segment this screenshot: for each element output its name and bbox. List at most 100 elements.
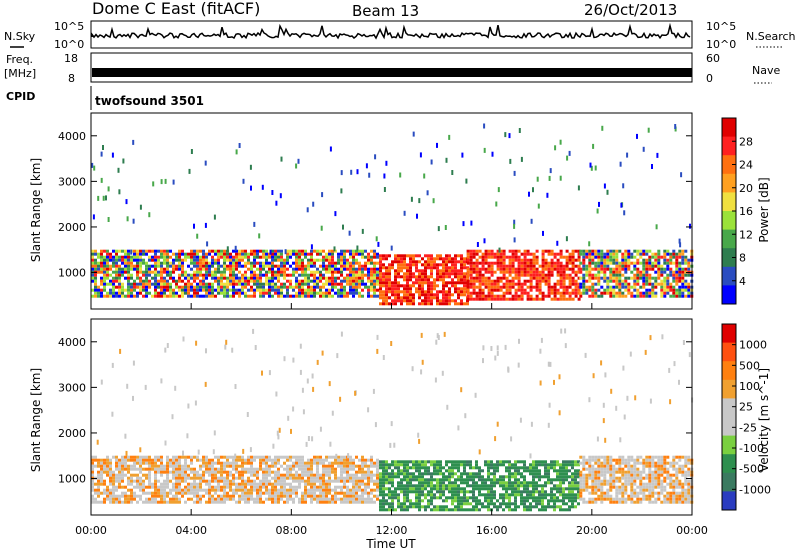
power-echo-cell bbox=[238, 258, 241, 262]
velocity-echo-cell bbox=[145, 473, 148, 477]
power-echo-cell bbox=[331, 288, 334, 292]
power-echo-cell bbox=[591, 276, 595, 280]
velocity-echo-cell bbox=[556, 478, 559, 482]
velocity-echo-cell bbox=[463, 469, 466, 473]
power-echo-cell bbox=[657, 273, 661, 277]
velocity-echo-cell bbox=[130, 494, 133, 498]
power-echo-cell bbox=[121, 255, 124, 259]
power-echo-cell bbox=[606, 276, 610, 280]
velocity-echo-cell bbox=[472, 487, 475, 491]
velocity-echo-cell bbox=[382, 466, 385, 470]
power-echo-cell bbox=[142, 294, 145, 298]
power-echo-cell bbox=[577, 258, 581, 262]
power-echo-cell bbox=[553, 255, 557, 259]
power-echo-cell bbox=[283, 273, 286, 277]
power-echo-cell bbox=[313, 249, 316, 253]
velocity-echo-cell bbox=[553, 487, 556, 491]
power-echo-cell bbox=[409, 299, 412, 303]
power-scatter-cell bbox=[559, 175, 562, 181]
velocity-echo-cell bbox=[103, 500, 106, 504]
velocity-echo-cell bbox=[310, 470, 313, 474]
velocity-echo-cell bbox=[97, 485, 100, 489]
velocity-echo-cell bbox=[388, 493, 391, 497]
power-echo-cell bbox=[672, 294, 676, 298]
power-echo-cell bbox=[250, 273, 253, 277]
power-echo-cell bbox=[151, 270, 154, 274]
power-echo-cell bbox=[579, 252, 583, 256]
velocity-echo-cell bbox=[594, 479, 598, 483]
velocity-echo-cell bbox=[505, 496, 508, 500]
power-echo-cell bbox=[469, 252, 473, 256]
power-scatter-cell bbox=[445, 157, 448, 163]
velocity-echo-cell bbox=[238, 494, 241, 498]
velocity-echo-cell bbox=[238, 473, 241, 477]
power-echo-cell bbox=[684, 282, 688, 286]
velocity-echo-cell bbox=[574, 478, 577, 482]
power-echo-cell bbox=[475, 249, 479, 253]
velocity-echo-cell bbox=[340, 488, 343, 492]
velocity-echo-cell bbox=[250, 488, 253, 492]
velocity-echo-cell bbox=[289, 482, 292, 486]
velocity-echo-cell bbox=[202, 455, 205, 459]
velocity-echo-cell bbox=[406, 481, 409, 485]
power-scatter-cell bbox=[249, 164, 252, 170]
power-echo-cell bbox=[577, 297, 581, 301]
velocity-echo-cell bbox=[367, 473, 370, 477]
velocity-echo-cell bbox=[163, 500, 166, 504]
power-echo-cell bbox=[292, 288, 295, 292]
power-echo-cell bbox=[672, 249, 676, 253]
power-echo-cell bbox=[574, 282, 578, 286]
power-echo-cell bbox=[355, 279, 358, 283]
power-echo-cell bbox=[430, 284, 433, 288]
power-echo-cell bbox=[187, 282, 190, 286]
power-echo-cell bbox=[154, 252, 157, 256]
velocity-echo-cell bbox=[565, 460, 568, 464]
power-echo-cell bbox=[427, 257, 430, 261]
power-echo-cell bbox=[565, 264, 569, 268]
power-echo-cell bbox=[666, 282, 670, 286]
power-echo-cell bbox=[136, 252, 139, 256]
power-echo-cell bbox=[397, 284, 400, 288]
power-echo-cell bbox=[445, 260, 448, 264]
power-echo-cell bbox=[529, 252, 533, 256]
power-echo-cell bbox=[672, 285, 676, 289]
power-echo-cell bbox=[388, 290, 391, 294]
velocity-echo-cell bbox=[529, 469, 532, 473]
velocity-echo-cell bbox=[541, 508, 544, 512]
velocity-echo-cell bbox=[295, 488, 298, 492]
power-echo-cell bbox=[394, 275, 397, 279]
power-echo-cell bbox=[340, 270, 343, 274]
power-echo-cell bbox=[181, 288, 184, 292]
velocity-echo-cell bbox=[532, 463, 535, 467]
velocity-echo-cell bbox=[382, 490, 385, 494]
power-scatter-cell bbox=[483, 238, 486, 244]
velocity-echo-cell bbox=[160, 455, 163, 459]
power-echo-cell bbox=[496, 255, 500, 259]
power-echo-cell bbox=[382, 299, 385, 303]
velocity-echo-cell bbox=[442, 493, 445, 497]
velocity-echo-cell bbox=[340, 458, 343, 462]
velocity-echo-cell bbox=[559, 463, 562, 467]
power-echo-cell bbox=[253, 276, 256, 280]
velocity-echo-cell bbox=[139, 458, 142, 462]
power-echo-cell bbox=[283, 270, 286, 274]
power-echo-cell bbox=[481, 267, 485, 271]
velocity-echo-cell bbox=[295, 458, 298, 462]
velocity-echo-cell bbox=[136, 476, 139, 480]
power-echo-cell bbox=[361, 279, 364, 283]
velocity-echo-cell bbox=[322, 485, 325, 489]
power-echo-cell bbox=[484, 285, 488, 289]
velocity-echo-cell bbox=[367, 485, 370, 489]
power-echo-cell bbox=[687, 273, 691, 277]
velocity-echo-cell bbox=[196, 473, 199, 477]
velocity-echo-cell bbox=[373, 500, 376, 504]
power-echo-cell bbox=[565, 267, 569, 271]
velocity-echo-cell bbox=[346, 488, 349, 492]
velocity-echo-cell bbox=[445, 487, 448, 491]
power-echo-cell bbox=[675, 270, 679, 274]
power-echo-cell bbox=[547, 267, 551, 271]
power-echo-cell bbox=[364, 285, 367, 289]
power-echo-cell bbox=[250, 279, 253, 283]
power-echo-cell bbox=[94, 264, 97, 268]
power-echo-cell bbox=[669, 288, 673, 292]
